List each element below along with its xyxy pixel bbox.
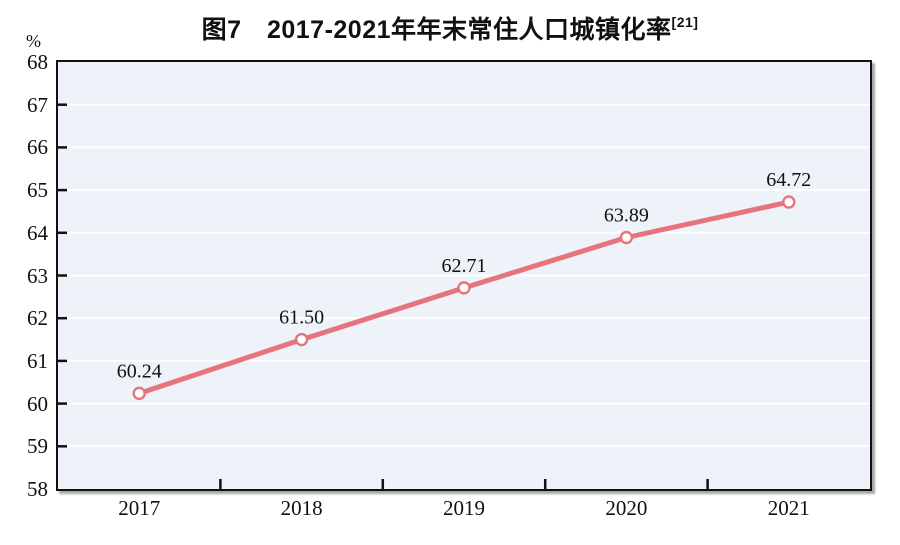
y-axis-tick-label: 62 [27, 306, 48, 331]
y-axis-tick-label: 63 [27, 263, 48, 288]
y-axis-tick-label: 67 [27, 92, 48, 117]
y-axis-tick-label: 65 [27, 178, 48, 203]
y-axis-tick-label: 58 [27, 477, 48, 501]
y-axis-unit-label: % [26, 31, 41, 51]
data-point-marker [782, 195, 796, 209]
y-axis-tick-label: 61 [27, 348, 48, 373]
data-point-marker [294, 332, 309, 347]
data-point-marker [132, 386, 146, 401]
y-axis-tick-label: 66 [27, 135, 48, 160]
chart-title: 图7 2017-2021年年末常住人口城镇化率[21] [0, 10, 900, 46]
data-point-marker [619, 230, 634, 245]
data-point-label: 64.72 [766, 169, 811, 191]
chart-title-text: 图7 2017-2021年年末常住人口城镇化率 [201, 16, 672, 44]
x-axis-tick-label: 2017 [118, 496, 161, 520]
x-axis-tick-label: 2018 [280, 496, 323, 520]
x-axis-tick-label: 2019 [443, 496, 485, 520]
data-point-label: 61.50 [279, 307, 324, 329]
chart-svg: 60.24 61.50 62.71 63.89 64.72 [58, 62, 870, 489]
x-axis-tick-label: 2021 [767, 496, 810, 520]
chart-title-superscript: [21] [671, 13, 699, 30]
y-axis-tick-label: 64 [27, 220, 48, 245]
x-axis-tick-label: 2020 [605, 496, 648, 520]
plot-area: 60.24 61.50 62.71 63.89 64.72 [56, 60, 872, 491]
data-point-label: 63.89 [604, 204, 649, 226]
data-point-marker [457, 281, 471, 295]
y-axis-tick-label: 68 [27, 50, 48, 74]
y-axis-tick-label: 59 [27, 434, 48, 459]
data-point-label: 60.24 [117, 360, 162, 382]
data-point-label: 62.71 [442, 255, 487, 277]
y-axis-tick-label: 60 [27, 391, 48, 416]
trend-line [136, 199, 792, 396]
